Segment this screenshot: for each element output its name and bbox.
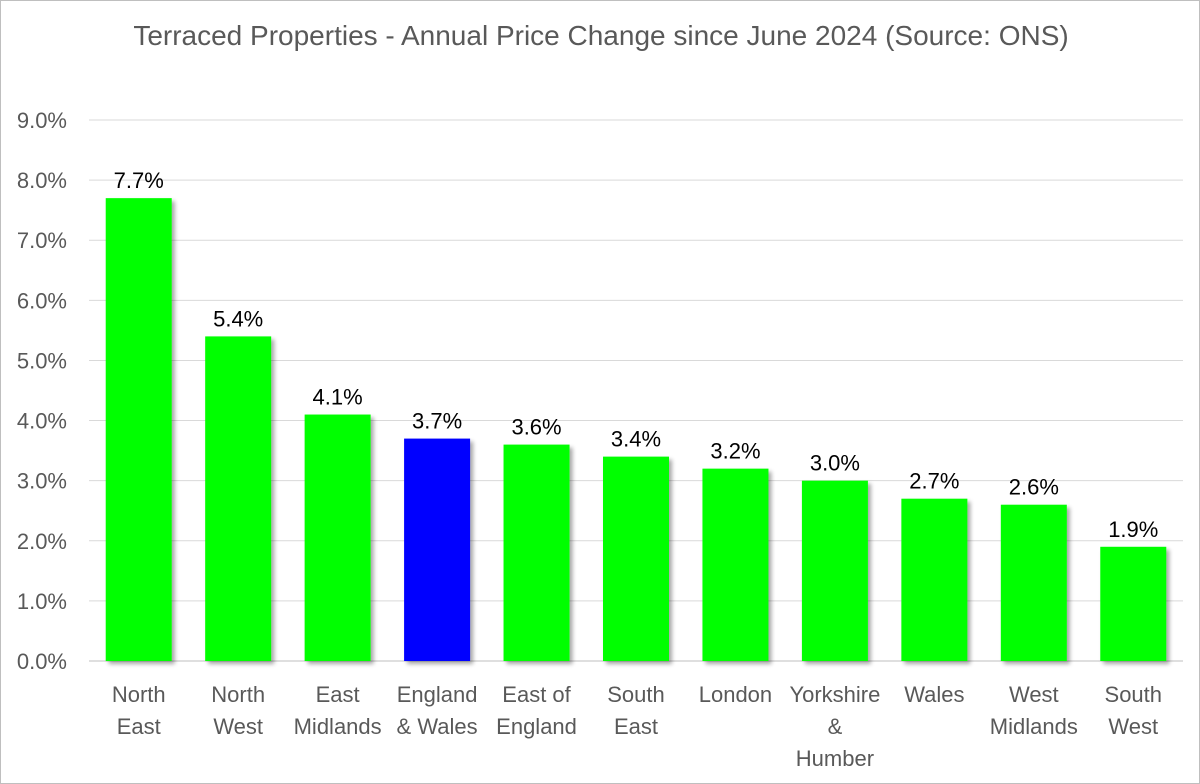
x-tick-label-line: Midlands: [294, 714, 382, 739]
y-tick-label: 3.0%: [17, 469, 67, 494]
bars: [105, 198, 1167, 661]
x-tick-label: Wales: [904, 682, 964, 707]
y-tick-label: 5.0%: [17, 348, 67, 373]
data-label: 7.7%: [114, 168, 164, 193]
y-tick-label: 9.0%: [17, 108, 67, 133]
bar: [404, 438, 471, 661]
y-tick-label: 1.0%: [17, 589, 67, 614]
x-tick-label-line: London: [699, 682, 772, 707]
x-tick-label-line: England: [496, 714, 577, 739]
bar: [304, 414, 371, 661]
data-label: 3.7%: [412, 409, 462, 434]
x-tick-label-line: England: [397, 682, 478, 707]
x-tick-label: South West: [1105, 682, 1163, 739]
y-tick-label: 0.0%: [17, 649, 67, 674]
x-tick-label-line: West: [1009, 682, 1059, 707]
x-tick-label-line: North: [211, 682, 265, 707]
x-tick-label-line: Midlands: [990, 714, 1078, 739]
x-tick-label: North West: [211, 682, 265, 739]
x-tick-label-line: East: [316, 682, 360, 707]
x-tick-label-line: West: [213, 714, 263, 739]
data-label: 2.6%: [1009, 475, 1059, 500]
data-label: 3.0%: [810, 451, 860, 476]
bar: [702, 468, 769, 661]
x-tick-label-line: Humber: [796, 746, 874, 771]
x-tick-label-line: Yorkshire: [789, 682, 880, 707]
x-tick-label-line: South: [1105, 682, 1163, 707]
bar: [1100, 546, 1167, 661]
x-tick-label-line: East: [614, 714, 658, 739]
x-tick-label: South East: [607, 682, 665, 739]
x-tick-label-line: East of: [502, 682, 571, 707]
chart-title: Terraced Properties - Annual Price Chang…: [133, 20, 1069, 51]
x-tick-label: East of England: [496, 682, 577, 739]
y-tick-label: 2.0%: [17, 529, 67, 554]
x-tick-label-line: Wales: [904, 682, 964, 707]
x-tick-label-line: South: [607, 682, 665, 707]
data-labels: 7.7% 5.4% 4.1% 3.7% 3.6% 3.4% 3.2% 3.0% 2.7% 2.6%…: [114, 168, 1159, 542]
bar: [105, 198, 172, 661]
x-axis-tick-labels: North East North West East Midlands England & W…: [112, 682, 1162, 771]
x-tick-label: London: [699, 682, 772, 707]
data-label: 3.2%: [710, 439, 760, 464]
data-label: 1.9%: [1108, 517, 1158, 542]
bar: [603, 456, 669, 661]
data-label: 4.1%: [313, 385, 363, 410]
bar: [1000, 504, 1067, 661]
x-tick-label-line: &: [828, 714, 843, 739]
x-tick-label-line: & Wales: [397, 714, 478, 739]
y-tick-label: 6.0%: [17, 288, 67, 313]
y-tick-label: 4.0%: [17, 409, 67, 434]
y-tick-label: 8.0%: [17, 168, 67, 193]
x-tick-label-line: East: [117, 714, 161, 739]
bar: [205, 336, 272, 661]
bar: [901, 498, 968, 661]
x-tick-label: Yorkshire & Humber: [789, 682, 880, 771]
data-label: 3.6%: [511, 415, 561, 440]
x-tick-label: England & Wales: [397, 682, 478, 739]
bar: [801, 480, 868, 661]
x-tick-label-line: North: [112, 682, 166, 707]
data-label: 2.7%: [909, 469, 959, 494]
x-tick-label: West Midlands: [990, 682, 1078, 739]
x-tick-label: East Midlands: [294, 682, 382, 739]
bar: [503, 444, 570, 661]
data-label: 5.4%: [213, 306, 263, 331]
y-tick-label: 7.0%: [17, 228, 67, 253]
y-axis-tick-labels: 0.0% 1.0% 2.0% 3.0% 4.0% 5.0% 6.0% 7.0% 8.0% 9.0%: [17, 108, 67, 674]
data-label: 3.4%: [611, 427, 661, 452]
x-tick-label: North East: [112, 682, 166, 739]
x-tick-label-line: West: [1108, 714, 1158, 739]
